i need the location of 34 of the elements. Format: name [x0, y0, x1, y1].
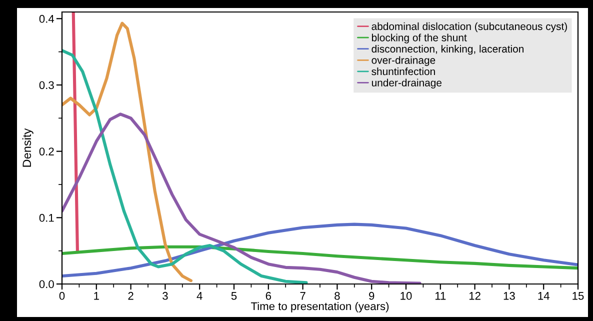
x-tick-label: 6: [266, 292, 271, 300]
x-axis-title: Time to presentation (years): [250, 302, 389, 312]
y-tick-label: 0.2: [39, 148, 54, 156]
x-tick-label: 3: [162, 292, 168, 300]
y-tick-label: 0.1: [39, 214, 54, 222]
x-tick-label: 14: [538, 292, 550, 300]
line-series: [62, 245, 578, 270]
legend-label: over-drainage: [372, 56, 436, 66]
x-tick-label: 13: [504, 292, 515, 300]
x-tick-label: 1: [94, 292, 99, 300]
legend-label: shuntinfection: [372, 68, 435, 76]
y-tick-label: 0.3: [39, 81, 54, 90]
line-series: [62, 222, 578, 278]
legend-label: under-drainage: [372, 78, 442, 88]
line-series: [62, 22, 193, 282]
x-tick-label: 11: [435, 292, 446, 300]
x-tick-label: 4: [196, 292, 202, 300]
x-tick-label: 0: [59, 292, 65, 300]
line-series: [62, 112, 422, 284]
y-tick-label: 0.4: [39, 14, 54, 23]
x-tick-label: 12: [469, 292, 480, 300]
x-tick-label: 7: [300, 292, 306, 300]
x-tick-label: 9: [369, 292, 374, 300]
y-tick-label: 0.0: [39, 280, 54, 288]
x-tick-label: 2: [128, 292, 134, 300]
x-tick-label: 10: [400, 292, 412, 300]
legend-label: abdominal dislocation (subcutaneous cyst): [372, 22, 567, 32]
legend-label: blocking of the shunt: [372, 34, 467, 44]
x-tick-label: 15: [572, 292, 584, 300]
x-tick-label: 5: [231, 292, 237, 300]
y-axis-title: Density: [22, 128, 34, 167]
x-tick-label: 8: [334, 292, 340, 300]
line-series: [62, 48, 308, 284]
legend-label: disconnection, kinking, laceration: [372, 44, 524, 55]
